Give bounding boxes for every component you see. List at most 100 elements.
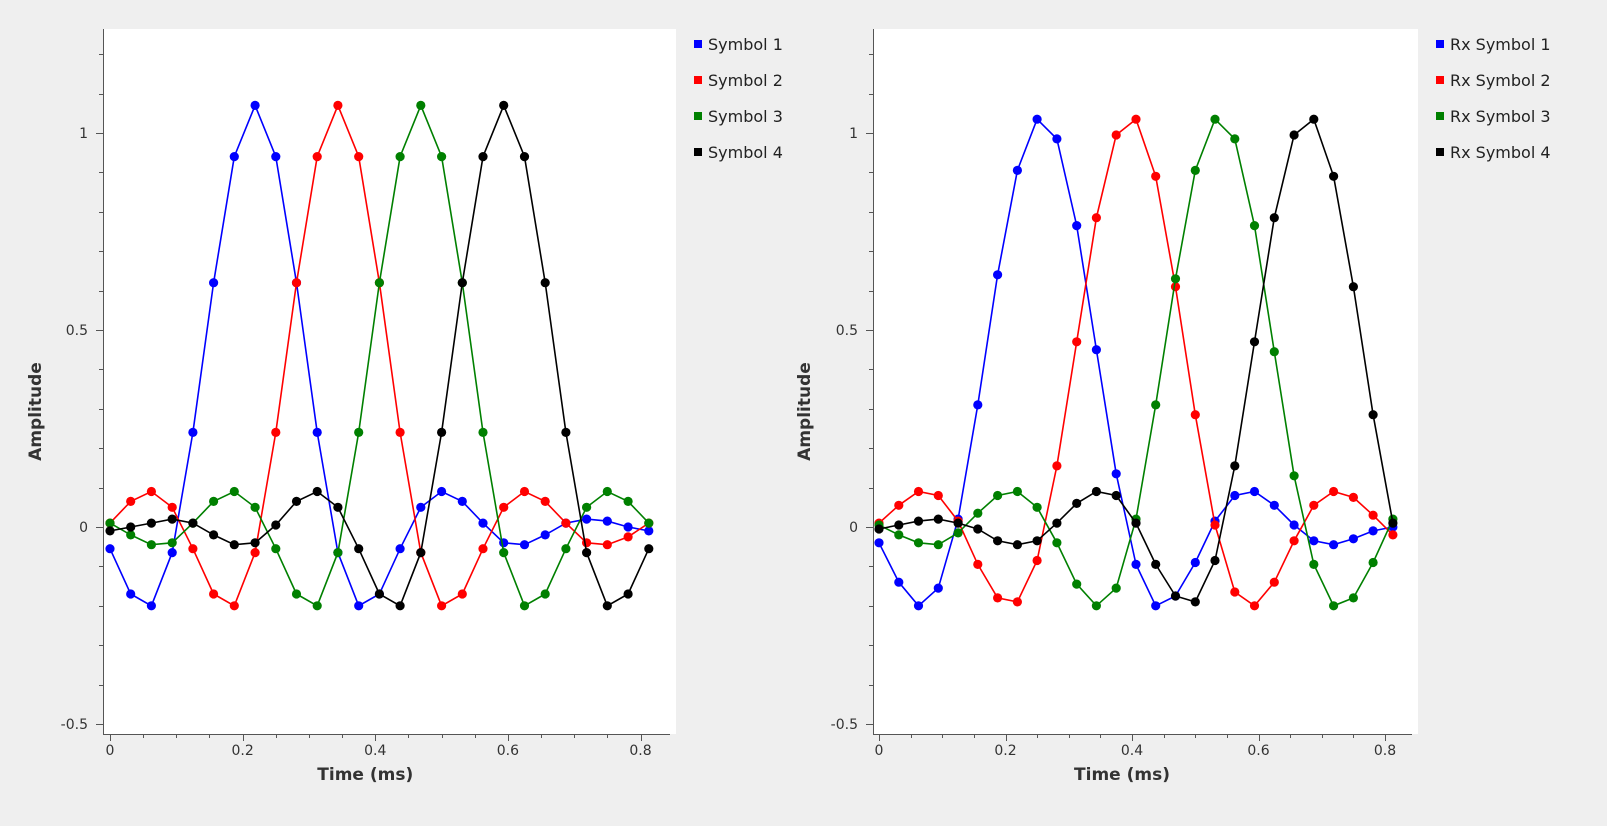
data-point (582, 502, 592, 512)
data-point (188, 544, 198, 554)
data-point (1151, 601, 1161, 611)
y-tick-label: 0.5 (66, 323, 88, 339)
data-point (437, 427, 447, 437)
data-point (1289, 536, 1299, 546)
data-point (1091, 345, 1101, 355)
data-point (582, 538, 592, 548)
data-point (333, 548, 343, 558)
data-point (416, 548, 426, 558)
data-point (1151, 400, 1161, 410)
data-point (644, 544, 654, 554)
x-axis-title: Time (ms) (317, 765, 413, 785)
data-point (1289, 520, 1299, 530)
data-point (913, 601, 924, 611)
data-point (1210, 555, 1220, 566)
data-point (1052, 518, 1062, 528)
legend-item[interactable]: Symbol 4 (694, 143, 783, 162)
data-point (374, 278, 384, 288)
data-point (933, 583, 943, 593)
legend-item[interactable]: Rx Symbol 4 (1436, 143, 1551, 162)
data-point (540, 530, 550, 540)
chart-1: -0.5 0 0.5 1 Amplitude 0 0.2 0.4 0.6 0.8 Time (ms)… (26, 29, 783, 785)
data-point (1072, 498, 1082, 508)
data-point (105, 526, 115, 536)
plot-area (103, 29, 676, 734)
data-point (229, 486, 239, 497)
data-point (291, 278, 302, 288)
data-point (993, 490, 1003, 501)
legend-item[interactable]: Rx Symbol 1 (1436, 35, 1551, 54)
data-point (644, 526, 654, 536)
data-point (602, 486, 612, 497)
data-point (540, 278, 550, 288)
data-point (437, 486, 447, 497)
data-point (1309, 114, 1319, 124)
legend-item[interactable]: Rx Symbol 3 (1436, 107, 1551, 126)
data-point (1210, 114, 1220, 124)
legend-label: Rx Symbol 1 (1450, 35, 1551, 54)
data-point (1269, 213, 1279, 223)
data-point (250, 548, 260, 558)
data-point (1052, 461, 1062, 471)
data-point (1388, 518, 1398, 528)
y-tick-label: 1 (849, 126, 858, 142)
data-point (1348, 534, 1358, 544)
data-point (188, 427, 198, 437)
legend-item[interactable]: Symbol 1 (694, 35, 783, 54)
data-point (623, 496, 633, 506)
series-4 (874, 114, 1398, 607)
data-point (437, 152, 447, 162)
data-point (993, 593, 1003, 603)
x-tick-label: 0.6 (497, 743, 519, 759)
data-point (540, 496, 550, 506)
data-point (499, 548, 509, 558)
data-point (1329, 601, 1339, 611)
data-point (1111, 469, 1121, 479)
data-point (874, 538, 884, 548)
data-point (1388, 530, 1398, 540)
legend-label: Symbol 3 (708, 107, 783, 126)
data-point (457, 496, 467, 506)
data-point (1190, 410, 1200, 420)
data-point (1012, 486, 1023, 497)
data-point (250, 538, 260, 548)
data-point (993, 270, 1003, 280)
data-point (1151, 171, 1161, 181)
data-point (1131, 114, 1141, 124)
legend-item[interactable]: Symbol 2 (694, 71, 783, 90)
data-point (499, 538, 509, 548)
data-point (1091, 486, 1101, 497)
data-point (1072, 579, 1082, 589)
x-axis-title: Time (ms) (1074, 765, 1170, 785)
data-point (1368, 510, 1378, 520)
y-tick-label: -0.5 (831, 717, 858, 733)
legend-swatch (1436, 76, 1444, 84)
data-point (519, 152, 530, 162)
legend-item[interactable]: Rx Symbol 2 (1436, 71, 1551, 90)
data-point (1289, 471, 1299, 481)
data-point (1249, 221, 1260, 231)
data-point (250, 502, 260, 512)
data-point (312, 152, 322, 162)
data-point (644, 518, 654, 528)
y-tick-label: -0.5 (61, 717, 88, 733)
data-point (1111, 130, 1121, 140)
data-point (271, 544, 281, 554)
data-point (167, 548, 177, 558)
data-point (229, 601, 239, 611)
data-point (416, 100, 426, 110)
legend-label: Rx Symbol 3 (1450, 107, 1551, 126)
y-tick-label: 0 (79, 520, 88, 536)
legend-swatch (1436, 40, 1444, 48)
data-point (582, 548, 592, 558)
legend-label: Symbol 1 (708, 35, 783, 54)
legend-label: Symbol 2 (708, 71, 783, 90)
data-point (291, 496, 302, 506)
legend-item[interactable]: Symbol 3 (694, 107, 783, 126)
data-point (312, 486, 322, 497)
data-point (354, 601, 364, 611)
data-point (209, 278, 219, 288)
data-point (561, 518, 571, 528)
legend-swatch (694, 76, 702, 84)
data-point (933, 514, 943, 524)
